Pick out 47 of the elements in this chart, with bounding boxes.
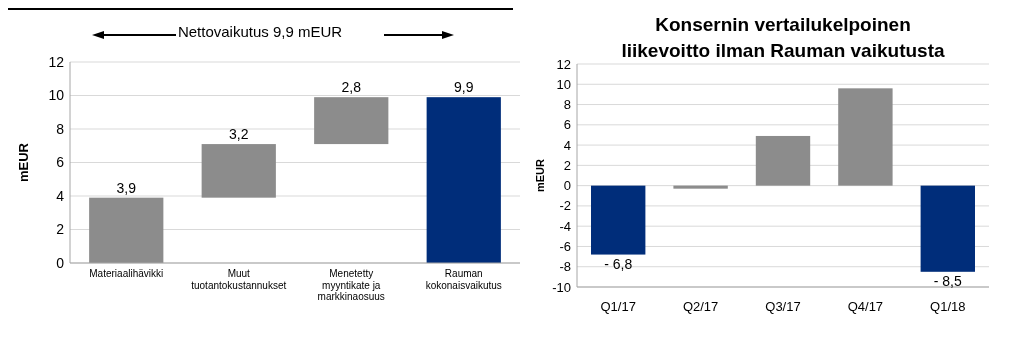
y-tick-label: 4 <box>56 187 65 204</box>
x-tick-label: Materiaalihävikki <box>89 268 164 279</box>
data-label: - 8,5 <box>933 272 963 289</box>
data-label: 3,2 <box>229 126 249 143</box>
chart-title: Nettovaikutus 9,9 mEUR <box>177 23 343 40</box>
y-tick-label: -8 <box>559 259 571 275</box>
x-tick-label: Rauman kokonaisvaikutus <box>425 268 502 291</box>
bar <box>755 135 811 186</box>
data-label: 3,9 <box>116 179 137 196</box>
x-tick-label: Q2/17 <box>682 299 719 314</box>
bar <box>673 185 728 189</box>
y-tick-label: 4 <box>563 137 571 153</box>
data-label: - 6,8 <box>604 255 633 272</box>
y-tick-label: 10 <box>48 87 65 104</box>
y-tick-label: 0 <box>563 178 571 194</box>
y-tick-label: 12 <box>556 56 571 72</box>
bar <box>89 197 164 263</box>
y-tick-label: 12 <box>48 53 65 70</box>
y-tick-label: -2 <box>559 198 571 214</box>
y-tick-label: 2 <box>563 157 571 173</box>
y-tick-label: 8 <box>563 97 571 113</box>
y-tick-label: -10 <box>552 279 571 295</box>
y-tick-label: 10 <box>556 76 571 92</box>
bar <box>838 88 893 186</box>
y-tick-label: 0 <box>56 254 65 271</box>
x-tick-label: Q1/18 <box>930 299 966 314</box>
y-axis-title: mEUR <box>534 158 546 193</box>
data-label: 2,8 <box>341 79 362 96</box>
bar <box>591 185 646 255</box>
bar <box>314 97 389 145</box>
y-axis-title: mEUR <box>16 142 31 183</box>
y-tick-label: -4 <box>559 218 571 234</box>
x-tick-label: Muut tuotantokustannukset <box>191 268 287 291</box>
x-tick-label: Q1/17 <box>600 299 636 314</box>
y-tick-label: -6 <box>559 239 571 254</box>
bar <box>426 97 501 263</box>
y-tick-label: 2 <box>56 221 65 238</box>
x-tick-label: Q3/17 <box>765 299 801 314</box>
x-tick-label: Menetetty myyntikate ja markkinaosuus <box>317 268 385 302</box>
x-tick-label: Q4/17 <box>847 299 884 314</box>
data-label: 9,9 <box>454 79 474 96</box>
chart-title: Konsernin vertailukelpoinen liikevoitto ilman Rauman vaikutusta <box>621 14 945 61</box>
bar <box>201 144 276 198</box>
y-tick-label: 6 <box>563 117 571 133</box>
y-tick-label: 8 <box>56 120 65 137</box>
y-tick-label: 6 <box>56 154 65 171</box>
bar <box>920 185 975 272</box>
